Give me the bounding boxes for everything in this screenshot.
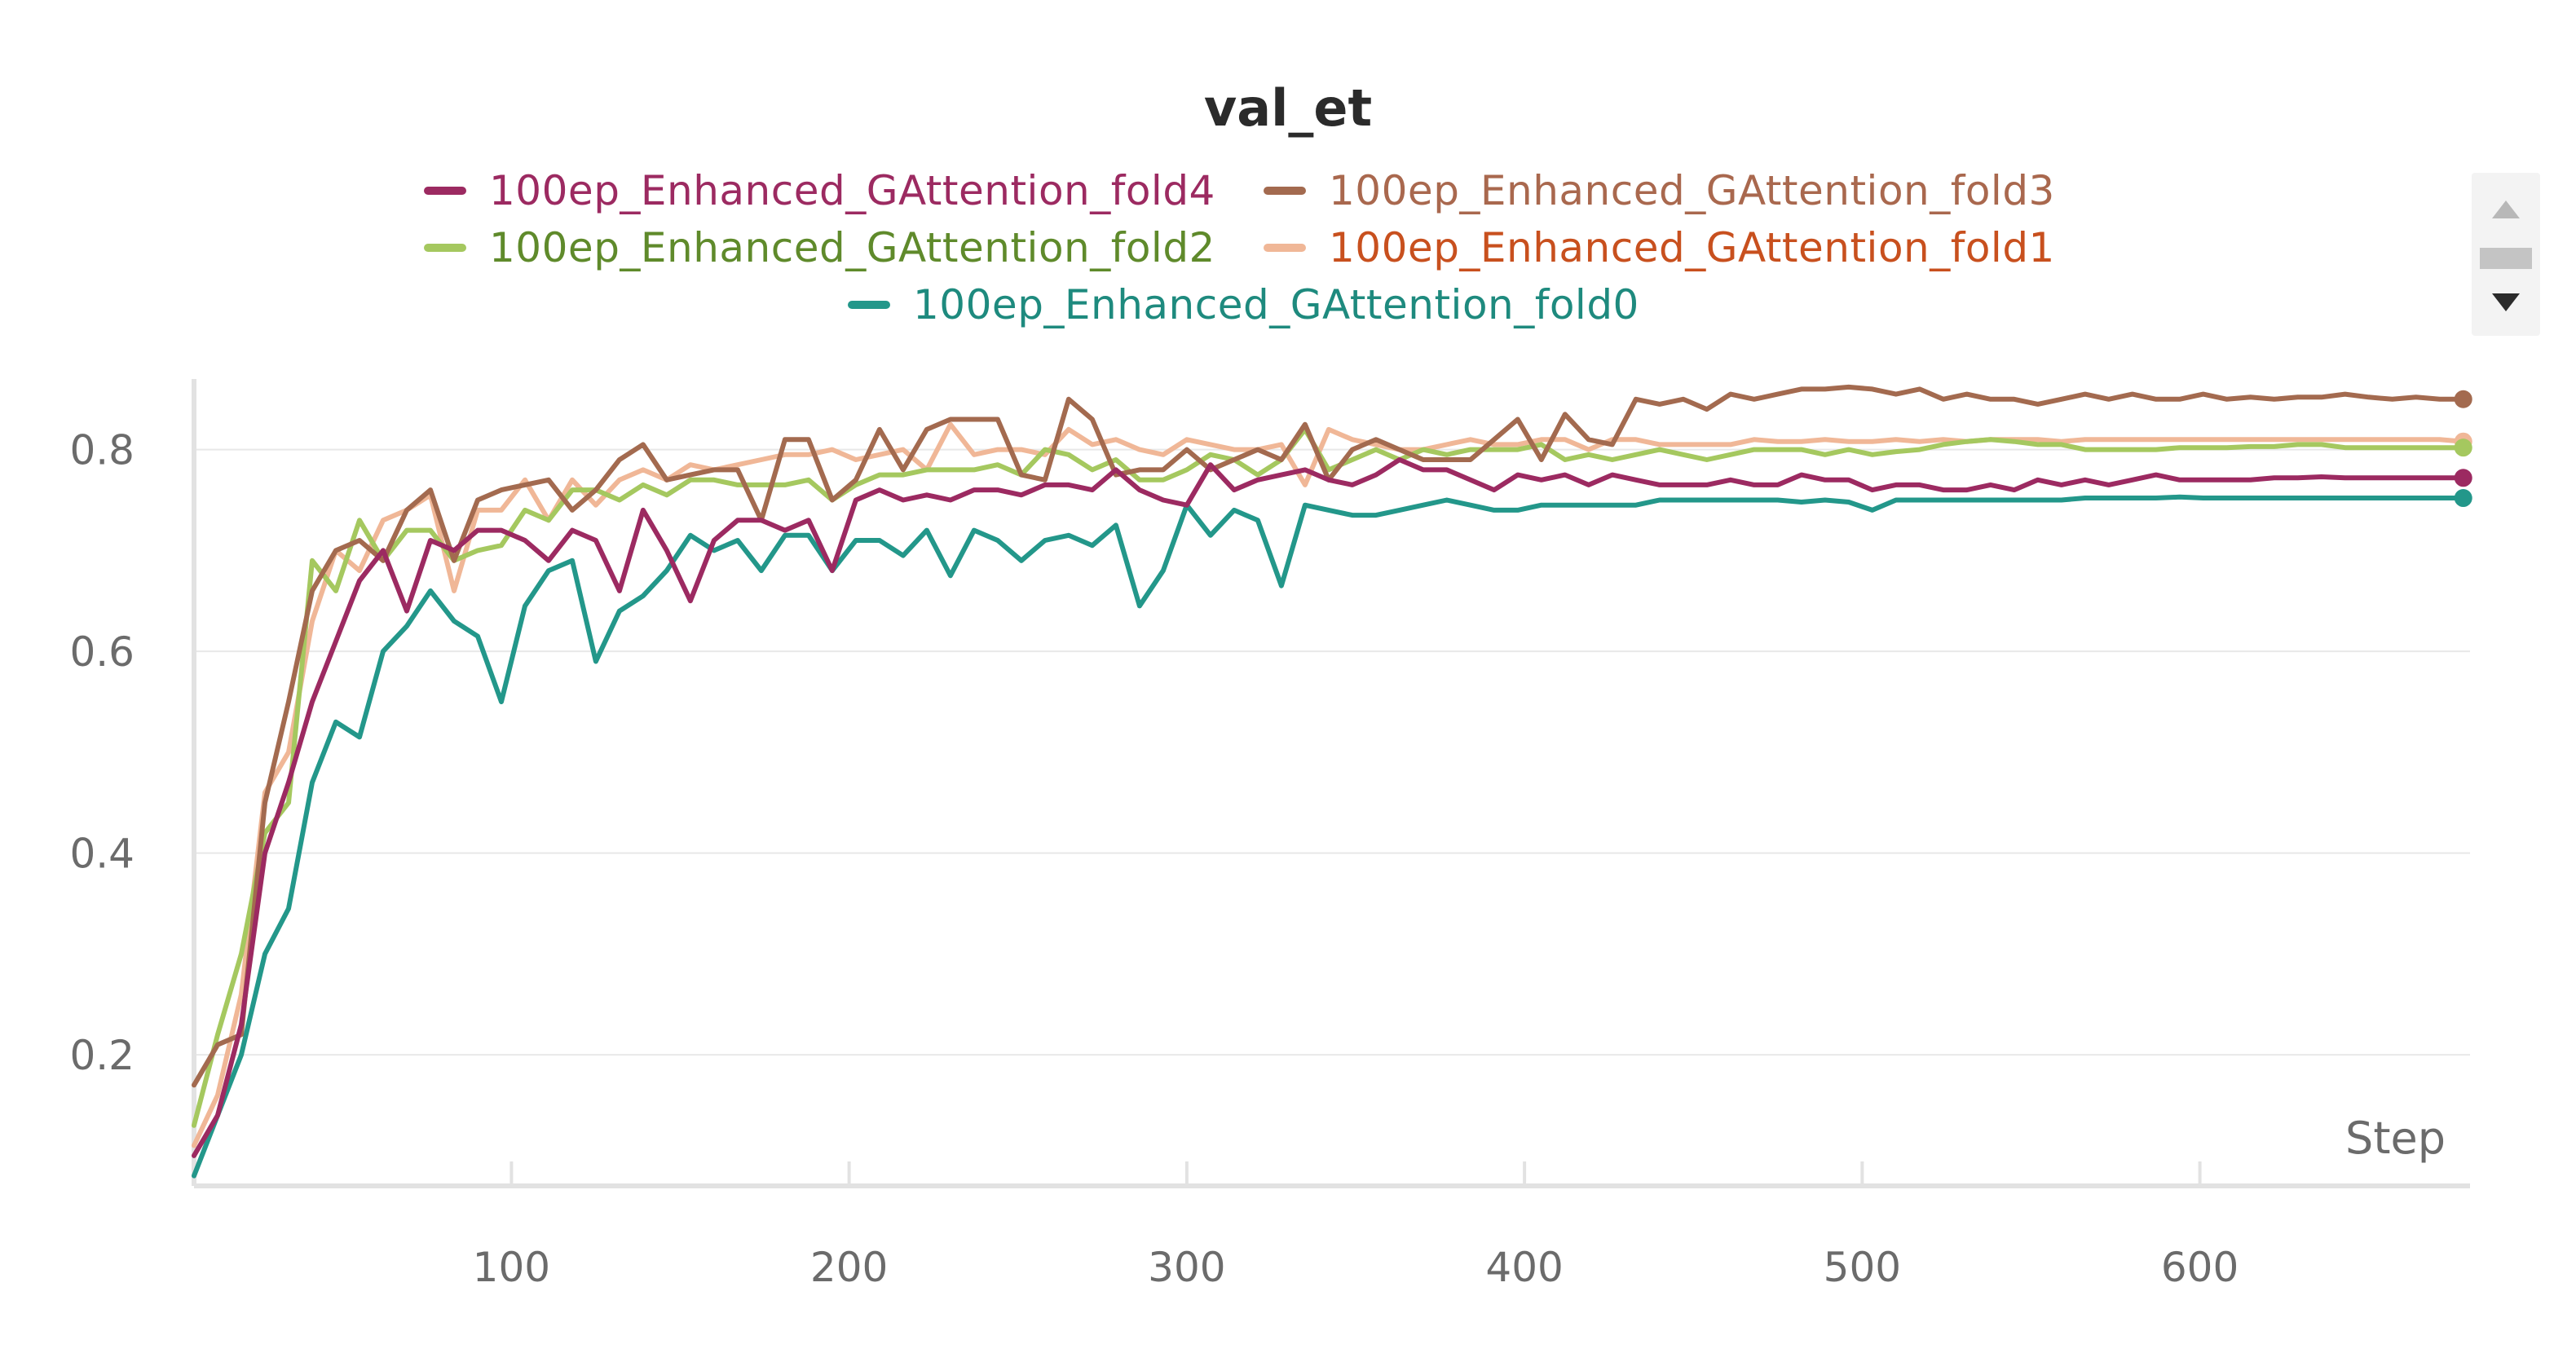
chart-title: val_et bbox=[1203, 78, 1373, 138]
axes bbox=[192, 379, 2470, 1188]
x-axis-label: Step bbox=[2345, 1113, 2446, 1164]
series-line-100ep_Enhanced_GAttention_fold1 bbox=[192, 421, 2466, 1148]
x-tick-label: 500 bbox=[1824, 1244, 1901, 1291]
legend-swatch-icon bbox=[424, 187, 466, 195]
series-end-marker bbox=[2454, 469, 2472, 487]
series-line-100ep_Enhanced_GAttention_fold2 bbox=[192, 426, 2466, 1128]
legend-label: 100ep_Enhanced_GAttention_fold2 bbox=[489, 224, 1215, 271]
x-tick-label: 100 bbox=[473, 1244, 550, 1291]
y-tick-label: 0.2 bbox=[69, 1032, 135, 1079]
y-tick-label: 0.8 bbox=[69, 427, 135, 474]
series-line-100ep_Enhanced_GAttention_fold0 bbox=[192, 494, 2466, 1179]
x-tick-label: 300 bbox=[1148, 1244, 1225, 1291]
legend-swatch-icon bbox=[424, 244, 466, 252]
series-end-marker bbox=[2454, 439, 2472, 457]
series-end-marker bbox=[2454, 489, 2472, 508]
x-tick-label: 400 bbox=[1485, 1244, 1563, 1291]
legend-item-fold1[interactable]: 100ep_Enhanced_GAttention_fold1 bbox=[1264, 224, 2055, 271]
series-line-100ep_Enhanced_GAttention_fold4 bbox=[192, 457, 2466, 1158]
legend-scroller[interactable] bbox=[2472, 173, 2540, 336]
legend-label: 100ep_Enhanced_GAttention_fold0 bbox=[913, 281, 1639, 328]
legend-swatch-icon bbox=[1264, 244, 1306, 252]
grid-lines bbox=[194, 448, 2470, 1056]
legend: 100ep_Enhanced_GAttention_fold4 100ep_En… bbox=[424, 167, 2136, 338]
x-tick-label: 200 bbox=[810, 1244, 888, 1291]
scroll-down-icon[interactable] bbox=[2492, 293, 2520, 311]
y-tick-label: 0.4 bbox=[69, 831, 135, 878]
legend-label: 100ep_Enhanced_GAttention_fold1 bbox=[1329, 224, 2055, 271]
legend-item-fold4[interactable]: 100ep_Enhanced_GAttention_fold4 bbox=[424, 167, 1215, 214]
scroll-thumb[interactable] bbox=[2480, 248, 2532, 269]
legend-item-fold3[interactable]: 100ep_Enhanced_GAttention_fold3 bbox=[1264, 167, 2055, 214]
tick-labels: 0.2 0.4 0.6 0.8 100 200 300 400 500 600 bbox=[69, 427, 2239, 1291]
x-tick-label: 600 bbox=[2161, 1244, 2239, 1291]
legend-label: 100ep_Enhanced_GAttention_fold4 bbox=[489, 167, 1215, 214]
series-lines bbox=[192, 384, 2472, 1179]
legend-swatch-icon bbox=[848, 301, 890, 309]
legend-item-fold2[interactable]: 100ep_Enhanced_GAttention_fold2 bbox=[424, 224, 1215, 271]
legend-label: 100ep_Enhanced_GAttention_fold3 bbox=[1329, 167, 2055, 214]
legend-swatch-icon bbox=[1264, 187, 1306, 195]
series-end-marker bbox=[2454, 390, 2472, 408]
scroll-up-icon[interactable] bbox=[2492, 201, 2520, 218]
y-tick-label: 0.6 bbox=[69, 628, 135, 676]
legend-item-fold0[interactable]: 100ep_Enhanced_GAttention_fold0 bbox=[848, 281, 1639, 328]
